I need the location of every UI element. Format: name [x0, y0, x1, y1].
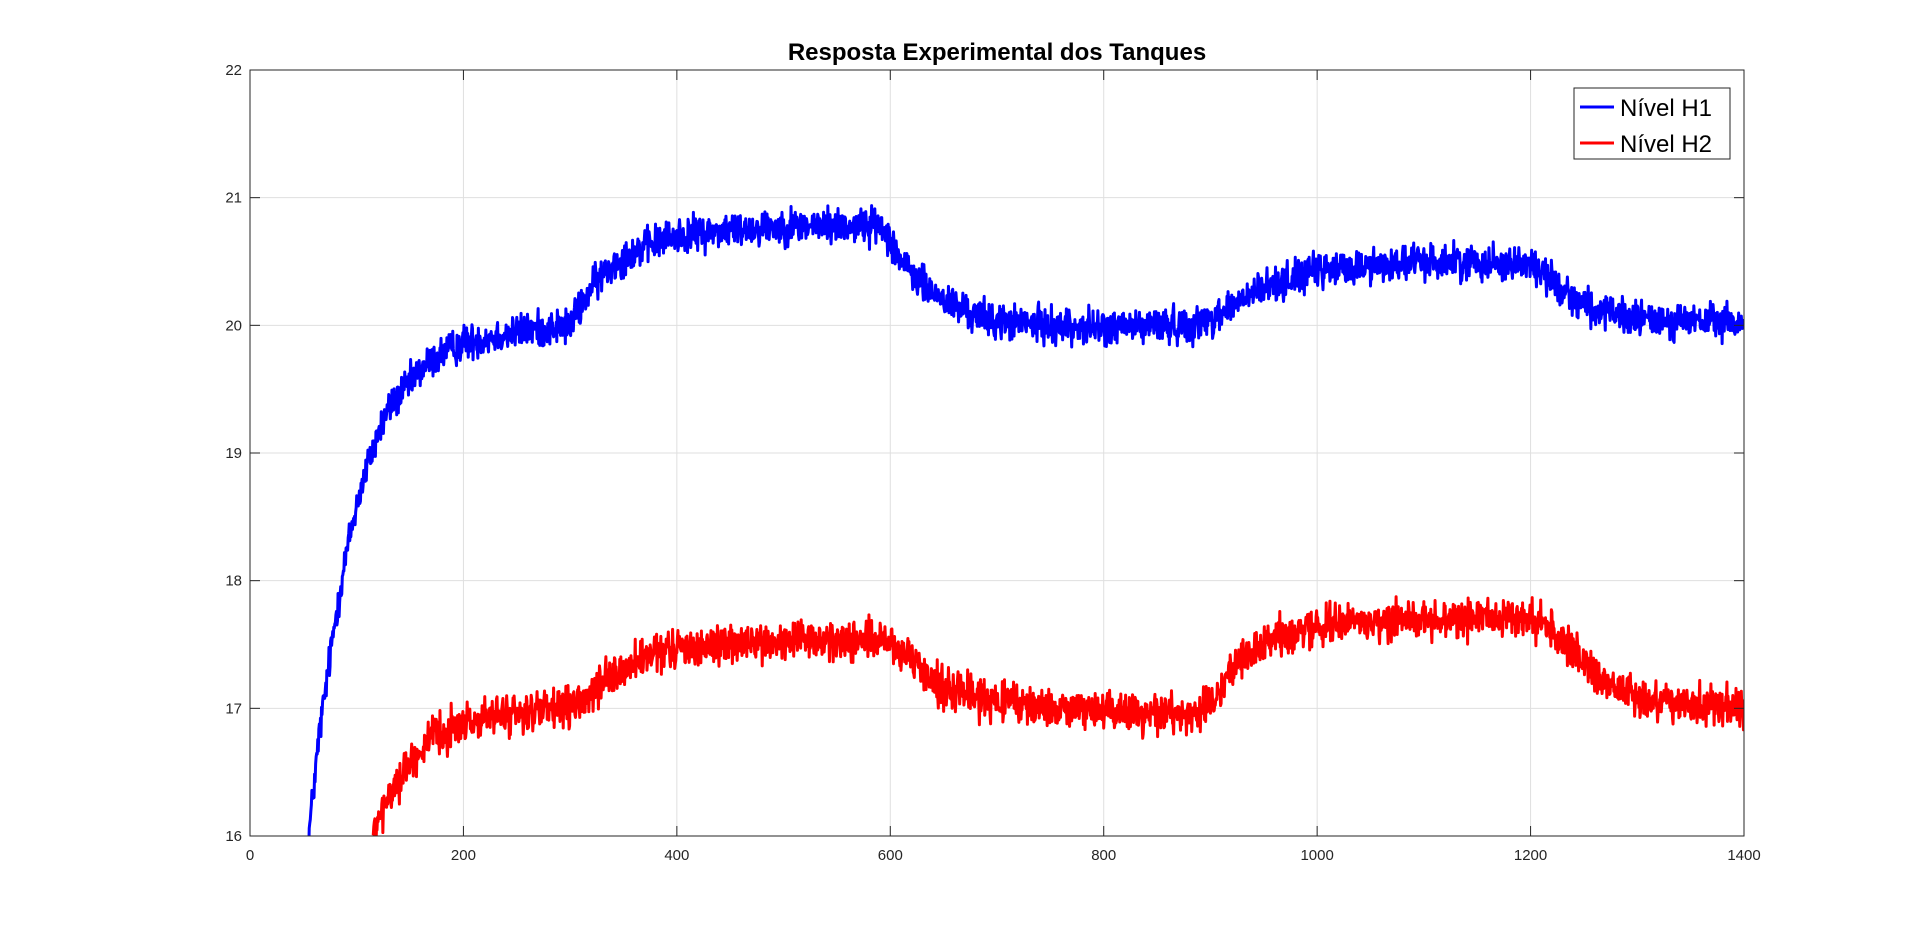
- y-tick-label: 20: [225, 317, 242, 334]
- axis-ticks: [249, 69, 1745, 837]
- legend-label-h2: Nível H2: [1620, 131, 1712, 158]
- x-tick-label: 200: [451, 847, 476, 864]
- y-tick-label: 16: [225, 828, 242, 845]
- y-tick-label: 18: [225, 573, 242, 590]
- y-tick-label: 17: [225, 700, 242, 717]
- series-layer: [307, 204, 1744, 836]
- legend-label-h1: Nível H1: [1620, 95, 1712, 122]
- y-tick-label: 21: [225, 190, 242, 207]
- series-line-h2: [371, 595, 1744, 836]
- x-tick-label: 1200: [1514, 847, 1547, 864]
- x-tick-label: 1400: [1727, 847, 1760, 864]
- y-tick-label: 22: [225, 62, 242, 79]
- legend: Nível H1 Nível H2: [1573, 87, 1731, 160]
- series-line-h1: [307, 204, 1744, 836]
- x-tick-label: 400: [664, 847, 689, 864]
- x-tick-label: 800: [1091, 847, 1116, 864]
- legend-box: [1573, 87, 1731, 160]
- chart-title: Resposta Experimental dos Tanques: [788, 39, 1206, 66]
- x-tick-label: 0: [246, 847, 254, 864]
- x-tick-label: 1000: [1300, 847, 1333, 864]
- y-tick-label: 19: [225, 445, 242, 462]
- x-tick-labels: 0 200 400 600 800 1000 1200 1400: [246, 847, 1761, 864]
- y-tick-labels: 16 17 18 19 20 21 22: [225, 62, 242, 845]
- x-tick-label: 600: [878, 847, 903, 864]
